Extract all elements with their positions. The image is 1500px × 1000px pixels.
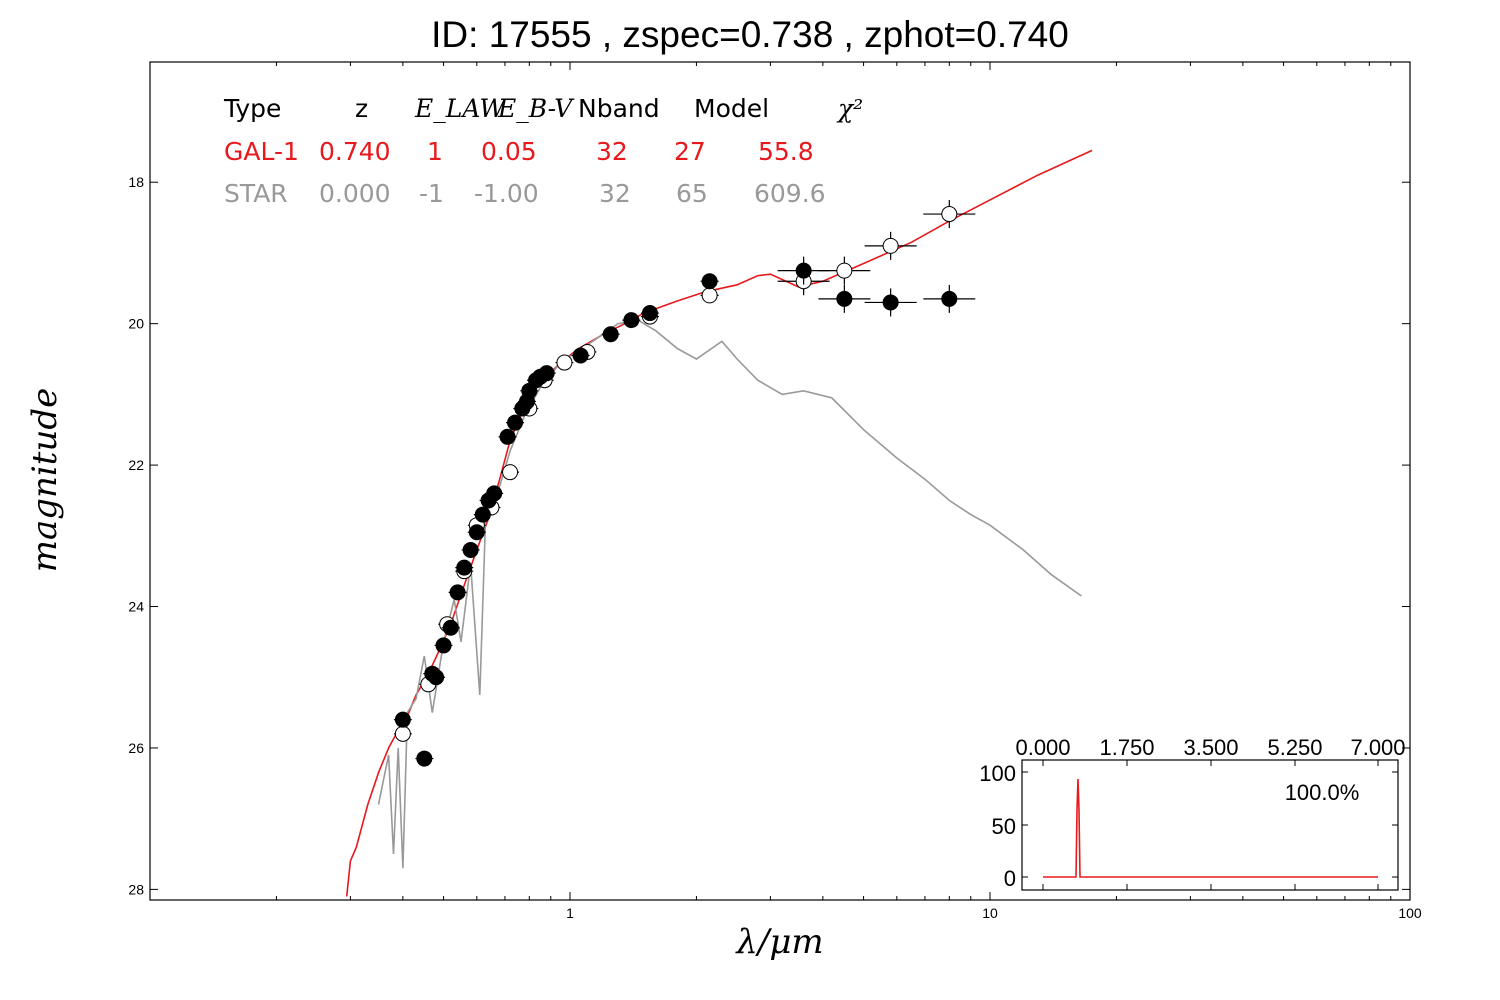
star-type: STAR <box>224 179 288 208</box>
table-row-star: STAR 0.000 -1 -1.00 32 65 609.6 <box>224 179 826 208</box>
header-nband: Nband <box>578 94 660 123</box>
star-ebv: -1.00 <box>474 179 539 208</box>
plot-frame <box>149 61 1411 901</box>
filled-data-point <box>428 669 445 686</box>
filled-data-point <box>795 262 812 279</box>
gal-chi2: 55.8 <box>758 137 814 166</box>
header-ebv: E_B-V <box>497 94 575 123</box>
inset-pdz: 0.000 1.750 3.500 5.250 7.000 100 50 0 1… <box>979 735 1405 891</box>
gal-elaw: 1 <box>427 137 443 166</box>
inset-y-tick-100: 100 <box>979 761 1016 786</box>
open-data-point <box>836 262 853 279</box>
filled-data-point <box>641 305 658 322</box>
inset-y-tick-50: 50 <box>992 814 1016 839</box>
x-axis-label: λ/μm <box>736 922 824 962</box>
inset-x-tick-2: 3.500 <box>1183 735 1238 760</box>
inset-percent-label: 100.0% <box>1285 780 1360 805</box>
inset-pdz-curve <box>1043 778 1378 878</box>
x-tick-label: 100 <box>1398 905 1422 921</box>
filled-data-point <box>882 294 899 311</box>
y-tick-label: 22 <box>128 457 144 473</box>
x-tick-label: 10 <box>982 905 998 921</box>
gal-nband: 32 <box>596 137 628 166</box>
y-tick-label: 26 <box>128 740 144 756</box>
filled-data-point <box>941 290 958 307</box>
filled-data-point <box>499 428 516 445</box>
inset-x-tick-3: 5.250 <box>1267 735 1322 760</box>
open-data-point <box>941 206 958 223</box>
filled-data-point <box>394 711 411 728</box>
header-z: z <box>355 94 368 123</box>
filled-data-point <box>456 559 473 576</box>
filled-data-point <box>572 347 589 364</box>
inset-x-tick-1: 1.750 <box>1099 735 1154 760</box>
chart-title: ID: 17555 , zspec=0.738 , zphot=0.740 <box>431 14 1069 55</box>
gal-type: GAL-1 <box>224 137 299 166</box>
star-z: 0.000 <box>319 179 391 208</box>
filled-data-point <box>435 637 452 654</box>
filled-data-point <box>623 312 640 329</box>
filled-data-point <box>602 326 619 343</box>
filled-data-point <box>416 750 433 767</box>
y-tick-label: 24 <box>128 599 144 615</box>
table-row-galaxy: GAL-1 0.740 1 0.05 32 27 55.8 <box>224 137 814 166</box>
filled-data-point <box>507 414 524 431</box>
inset-y-ticks: 100 50 0 <box>979 761 1016 891</box>
photometry-markers <box>393 200 976 767</box>
header-model: Model <box>694 94 769 123</box>
y-tick-label: 28 <box>128 881 144 897</box>
open-data-point <box>701 287 718 304</box>
y-tick-label: 20 <box>128 316 144 332</box>
filled-data-point <box>462 541 479 558</box>
y-tick-label: 18 <box>128 174 144 190</box>
star-elaw: -1 <box>419 179 444 208</box>
header-type: Type <box>223 94 281 123</box>
open-data-point <box>394 725 411 742</box>
filled-data-point <box>538 365 555 382</box>
x-tick-label: 1 <box>566 905 574 921</box>
fit-table: Type z E_LAW E_B-V Nband Model χ² GAL-1 … <box>223 94 863 208</box>
open-data-point <box>556 354 573 371</box>
inset-x-ticks: 0.000 1.750 3.500 5.250 7.000 <box>1015 735 1405 760</box>
inset-x-tick-0: 0.000 <box>1015 735 1070 760</box>
header-chi2: χ² <box>836 94 863 123</box>
open-data-point <box>502 464 519 481</box>
header-elaw: E_LAW <box>414 94 507 123</box>
inset-x-tick-4: 7.000 <box>1350 735 1405 760</box>
filled-data-point <box>449 584 466 601</box>
filled-data-point <box>701 273 718 290</box>
filled-data-point <box>468 524 485 541</box>
open-data-point <box>882 237 899 254</box>
gal-ebv: 0.05 <box>481 137 537 166</box>
gal-z: 0.740 <box>319 137 391 166</box>
filled-data-point <box>442 619 459 636</box>
gal-model: 27 <box>674 137 706 166</box>
inset-tick-marks <box>1022 760 1398 890</box>
star-model-line <box>377 319 1082 869</box>
filled-data-point <box>474 506 491 523</box>
star-nband: 32 <box>599 179 631 208</box>
filled-data-point <box>486 485 503 502</box>
star-model: 65 <box>676 179 708 208</box>
filled-data-point <box>836 290 853 307</box>
star-chi2: 609.6 <box>754 179 826 208</box>
inset-frame <box>1021 759 1399 891</box>
inset-y-tick-0: 0 <box>1004 866 1016 891</box>
table-header: Type z E_LAW E_B-V Nband Model χ² <box>223 94 863 123</box>
